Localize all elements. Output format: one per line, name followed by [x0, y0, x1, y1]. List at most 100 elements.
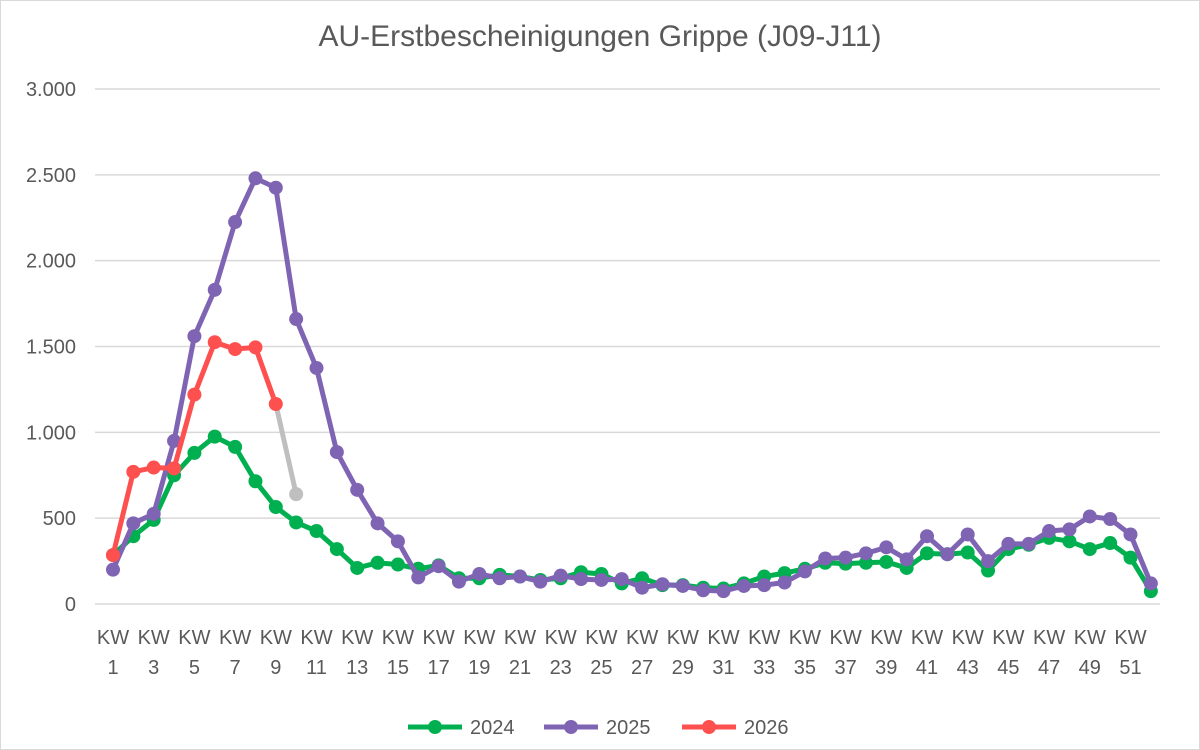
- x-axis-labels: KW 1 KW 3 KW 5 KW 7 KW 9 KW 11 KW 13 KW 15 KW 17 KW 19 KW 21 K…: [97, 627, 1147, 679]
- data-point: [207, 335, 222, 350]
- data-point: [940, 547, 955, 562]
- data-point: [228, 439, 243, 454]
- data-point: [309, 360, 324, 375]
- series-2025: [106, 171, 1158, 599]
- data-point: [1103, 512, 1118, 527]
- data-point: [228, 342, 243, 357]
- legend-marker-2026: [702, 720, 716, 734]
- data-point: [248, 340, 263, 355]
- x-tick-label: 13: [346, 657, 368, 679]
- x-tick-label: 33: [753, 657, 775, 679]
- series-line-2025: [110, 175, 1154, 594]
- x-tick-label: 27: [631, 657, 653, 679]
- data-point: [513, 569, 527, 584]
- data-point: [289, 515, 304, 530]
- data-point: [920, 546, 934, 561]
- data-point: [126, 464, 141, 479]
- data-point: [350, 560, 365, 575]
- data-point: [390, 534, 405, 549]
- data-point: [777, 575, 792, 590]
- data-point: [146, 506, 161, 521]
- data-point: [248, 171, 263, 186]
- data-point: [289, 312, 304, 327]
- y-axis-labels: 0 500 1.000 1.500 2.000 2.500 3.000: [26, 79, 76, 616]
- x-tick-prefix: KW: [97, 627, 129, 649]
- x-tick-prefix: KW: [911, 627, 943, 649]
- data-point: [879, 540, 894, 555]
- x-tick-prefix: KW: [992, 627, 1024, 649]
- data-point: [736, 578, 751, 593]
- data-point: [675, 578, 690, 593]
- legend-label: 2024: [470, 717, 515, 739]
- data-point: [1062, 534, 1077, 549]
- data-point: [492, 571, 507, 586]
- data-point: [167, 461, 182, 476]
- data-point: [370, 555, 385, 570]
- data-point: [411, 570, 426, 585]
- x-tick-prefix: KW: [382, 627, 414, 649]
- series-lines: [106, 171, 1158, 599]
- provisional-line: [273, 403, 299, 495]
- data-point: [187, 387, 202, 402]
- x-tick-label: 21: [509, 657, 531, 679]
- data-point: [268, 397, 283, 412]
- data-point: [207, 282, 222, 297]
- data-point: [106, 548, 120, 563]
- data-point: [350, 482, 365, 497]
- chart-title: AU-Erstbescheinigungen Grippe (J09-J11): [318, 20, 881, 53]
- x-tick-prefix: KW: [545, 627, 577, 649]
- x-tick-prefix: KW: [1114, 627, 1146, 649]
- data-point: [960, 527, 975, 542]
- y-tick-label: 500: [43, 508, 76, 530]
- data-point: [390, 557, 405, 572]
- x-tick-prefix: KW: [504, 627, 536, 649]
- x-tick-prefix: KW: [748, 627, 780, 649]
- data-point: [858, 546, 873, 561]
- x-tick-label: 51: [1119, 657, 1141, 679]
- data-point: [329, 542, 344, 557]
- data-point: [879, 554, 894, 569]
- x-tick-prefix: KW: [341, 627, 373, 649]
- x-tick-label: 23: [550, 657, 572, 679]
- data-point: [614, 572, 629, 587]
- data-point: [716, 584, 731, 599]
- data-point: [1082, 509, 1097, 524]
- x-tick-prefix: KW: [138, 627, 170, 649]
- data-point: [1001, 536, 1016, 551]
- data-point: [472, 566, 487, 581]
- y-tick-label: 2.000: [26, 251, 76, 273]
- x-tick-label: 39: [875, 657, 897, 679]
- data-point: [106, 562, 120, 577]
- x-tick-label: 5: [189, 657, 200, 679]
- data-point: [757, 578, 772, 593]
- x-tick-label: 17: [427, 657, 449, 679]
- data-point: [1062, 522, 1077, 537]
- data-point: [1103, 536, 1118, 551]
- data-point: [533, 574, 548, 589]
- series-line-2024: [111, 434, 1153, 593]
- data-point: [1042, 524, 1057, 539]
- data-point: [268, 500, 283, 515]
- y-tick-label: 2.500: [26, 165, 76, 187]
- x-tick-label: 11: [306, 657, 327, 679]
- data-point: [329, 445, 344, 460]
- gridlines: [95, 88, 1160, 605]
- data-point: [187, 445, 202, 460]
- x-tick-prefix: KW: [952, 627, 984, 649]
- series-2026: [106, 335, 283, 563]
- data-point: [268, 180, 283, 195]
- data-point: [1143, 576, 1158, 591]
- x-tick-label: 15: [387, 657, 409, 679]
- legend-label: 2026: [744, 717, 789, 739]
- data-point: [1021, 536, 1036, 551]
- x-tick-label: 19: [468, 657, 490, 679]
- data-point: [1123, 527, 1138, 542]
- x-tick-label: 7: [230, 657, 241, 679]
- data-point: [207, 429, 222, 444]
- data-point: [248, 474, 263, 489]
- data-point: [1082, 542, 1097, 557]
- x-tick-prefix: KW: [463, 627, 495, 649]
- data-point: [920, 529, 934, 544]
- x-tick-label: 49: [1079, 657, 1101, 679]
